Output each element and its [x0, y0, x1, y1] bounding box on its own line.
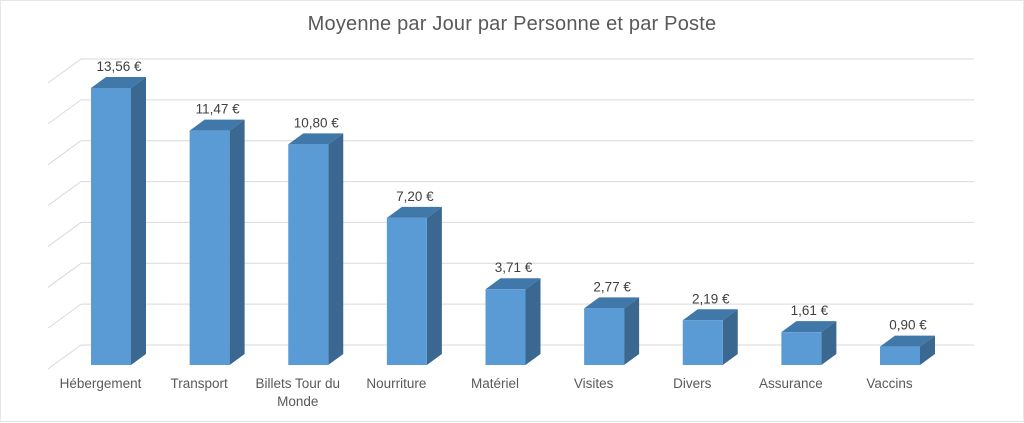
gridline-depth-tick: [47, 99, 82, 125]
bar-side-face: [920, 335, 935, 365]
category-label: Visites: [574, 376, 614, 391]
bar-top-face: [288, 133, 344, 145]
bar-6: [584, 297, 640, 365]
gridline-depth-tick: [47, 262, 82, 288]
value-label: 11,47 €: [196, 102, 241, 117]
category-label: Nourriture: [366, 376, 426, 391]
bar-side-face: [525, 278, 541, 365]
category-label: Divers: [673, 376, 712, 391]
bar-side-face: [722, 309, 738, 365]
value-label: 10,80 €: [294, 115, 340, 130]
bar-front-face: [189, 130, 230, 365]
category-label: Assurance: [759, 376, 823, 391]
bar-1: [91, 76, 146, 365]
bar-side-face: [821, 321, 837, 365]
bar-9: [880, 335, 935, 365]
chart-title: Moyenne par Jour par Personne et par Pos…: [307, 13, 717, 35]
category-label: Monde: [277, 394, 318, 409]
gridline-depth-tick: [47, 303, 82, 329]
bar-7: [682, 309, 738, 365]
value-label: 3,71 €: [495, 260, 533, 275]
bar-front-face: [584, 308, 625, 365]
bar-top-face: [682, 309, 738, 321]
category-label: Hébergement: [60, 376, 142, 391]
value-label: 1,61 €: [791, 303, 829, 318]
bar-front-face: [485, 289, 526, 365]
bar-front-face: [288, 144, 329, 365]
gridline-depth-tick: [47, 181, 82, 206]
bar-front-face: [386, 217, 427, 365]
value-label: 2,19 €: [692, 291, 730, 306]
value-label: 7,20 €: [396, 189, 434, 204]
bar-side-face: [131, 76, 146, 365]
category-label: Billets Tour du: [255, 376, 340, 391]
category-label: Matériel: [471, 376, 519, 391]
bar-front-face: [682, 320, 723, 365]
bar-top-face: [781, 321, 837, 333]
gridline-depth-tick: [47, 140, 82, 166]
bar-2: [189, 119, 245, 365]
bar-front-face: [880, 346, 920, 365]
bar-top-face: [584, 297, 640, 309]
bar-front-face: [781, 332, 822, 365]
bar-top-face: [880, 335, 935, 347]
bar-top-face: [485, 278, 541, 290]
bar-side-face: [229, 119, 245, 365]
category-label: Transport: [170, 376, 228, 391]
bar-4: [386, 206, 442, 365]
bar-top-face: [91, 76, 146, 88]
bar-3: [288, 133, 344, 365]
value-label: 13,56 €: [96, 59, 142, 74]
gridline-depth-tick: [47, 344, 82, 370]
bar-8: [781, 321, 837, 365]
value-label: 0,90 €: [889, 318, 927, 333]
bar-top-face: [386, 206, 442, 218]
bar-side-face: [624, 297, 640, 365]
gridline-depth-tick: [47, 222, 82, 247]
category-label: Vaccins: [866, 376, 913, 391]
bar-top-face: [189, 119, 245, 131]
value-label: 2,77 €: [593, 279, 631, 294]
gridline-depth-tick: [47, 58, 82, 84]
bar-front-face: [91, 87, 131, 365]
bar-5: [485, 278, 541, 365]
bar-side-face: [328, 133, 344, 365]
bar-side-face: [426, 206, 442, 365]
